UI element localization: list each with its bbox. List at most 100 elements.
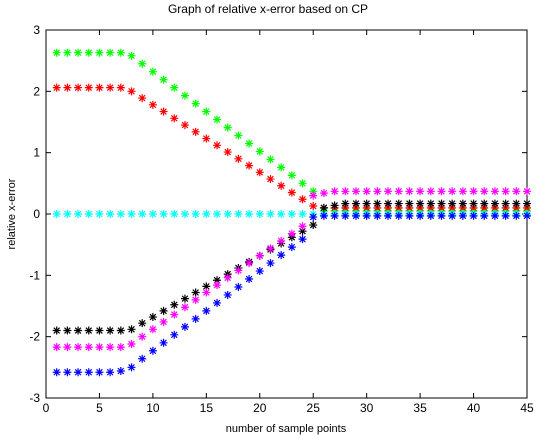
data-point [469, 211, 478, 220]
data-point [148, 325, 157, 334]
data-point [84, 343, 93, 352]
data-point [501, 211, 510, 220]
data-point [170, 330, 179, 339]
data-point [74, 326, 83, 335]
data-point [287, 171, 296, 180]
data-point [234, 210, 243, 218]
data-point [106, 326, 115, 335]
data-point [63, 368, 72, 377]
data-point [458, 199, 467, 208]
data-point [95, 368, 104, 377]
data-point [95, 326, 104, 335]
data-point [234, 282, 243, 291]
data-point [330, 201, 339, 210]
data-point [223, 273, 232, 282]
data-point [512, 199, 521, 208]
data-point [74, 48, 83, 57]
data-point [95, 343, 104, 352]
data-point [223, 123, 232, 132]
data-point [213, 210, 222, 218]
data-point [245, 139, 254, 148]
data-point [319, 203, 328, 212]
data-point [266, 175, 275, 184]
data-point [63, 326, 72, 335]
data-point [362, 187, 371, 196]
data-point [319, 189, 328, 198]
data-point [394, 203, 403, 212]
data-point [523, 187, 531, 196]
data-point [116, 326, 125, 335]
data-point [52, 368, 61, 377]
data-point [234, 154, 243, 163]
data-point [448, 211, 457, 220]
data-point [309, 213, 318, 222]
data-point [106, 83, 115, 92]
data-point [52, 83, 61, 92]
data-point [341, 211, 350, 220]
data-point [52, 343, 61, 352]
data-point [180, 294, 189, 303]
data-point [159, 338, 168, 347]
data-point [84, 83, 93, 92]
data-point [213, 276, 222, 285]
data-point [309, 202, 318, 211]
data-marks [52, 48, 531, 377]
data-point [63, 343, 72, 352]
data-point [202, 107, 211, 116]
data-point [180, 91, 189, 100]
data-point [351, 187, 360, 196]
data-point [266, 155, 275, 164]
data-point [223, 210, 232, 218]
x-tick-label: 5 [96, 401, 103, 415]
data-point [84, 326, 93, 335]
data-point [148, 100, 157, 109]
data-point [148, 346, 157, 355]
data-point [138, 94, 147, 103]
series-4 [52, 187, 531, 352]
data-point [52, 210, 61, 218]
data-point [394, 211, 403, 220]
data-point [202, 134, 211, 143]
data-point [512, 203, 521, 212]
data-point [405, 187, 414, 196]
data-point [437, 211, 446, 220]
data-point [63, 83, 72, 92]
data-point [106, 368, 115, 377]
data-point [448, 199, 457, 208]
data-point [180, 210, 189, 218]
data-point [437, 187, 446, 196]
data-point [277, 236, 286, 245]
data-point [170, 83, 179, 92]
data-point [277, 163, 286, 172]
data-point [287, 210, 296, 218]
data-point [277, 210, 286, 218]
data-point [74, 210, 83, 218]
data-point [416, 203, 425, 212]
data-point [138, 210, 147, 218]
data-point [159, 317, 168, 326]
x-tick-label: 35 [413, 401, 427, 415]
data-point [351, 203, 360, 212]
data-point [298, 179, 307, 188]
data-point [159, 75, 168, 84]
data-point [170, 210, 179, 218]
x-axis-label: number of sample points [226, 423, 347, 435]
data-point [245, 259, 254, 268]
y-tick-label: 2 [33, 84, 40, 98]
data-point [127, 325, 136, 334]
data-point [255, 267, 264, 276]
data-point [159, 210, 168, 218]
data-point [523, 211, 531, 220]
data-point [309, 221, 318, 230]
data-point [106, 48, 115, 57]
data-point [213, 298, 222, 307]
data-point [351, 211, 360, 220]
data-point [234, 131, 243, 140]
data-point [287, 188, 296, 197]
x-tick-label: 15 [200, 401, 214, 415]
data-point [373, 199, 382, 208]
data-point [202, 306, 211, 315]
data-point [426, 187, 435, 196]
data-point [405, 211, 414, 220]
